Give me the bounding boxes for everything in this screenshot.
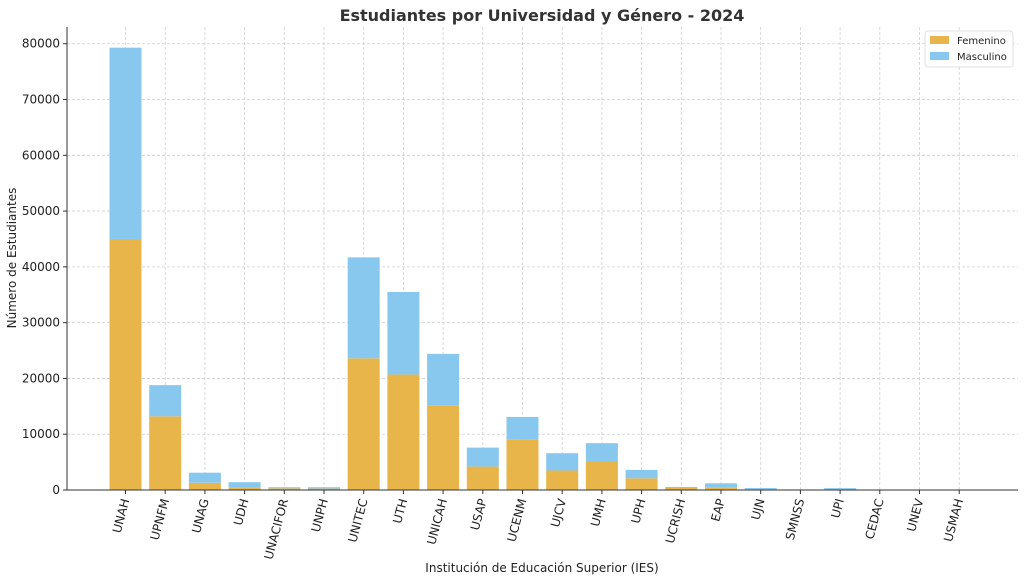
axes: [63, 27, 1018, 494]
bar-femenino-unitec: [347, 358, 380, 490]
chart-title: Estudiantes por Universidad y Género - 2…: [340, 6, 745, 25]
bar-masculino-udh: [228, 482, 261, 488]
bar-masculino-unah: [109, 47, 142, 239]
bar-femenino-ucrish: [665, 487, 698, 490]
y-tick-label: 30000: [22, 316, 60, 330]
bar-masculino-umh: [585, 443, 618, 461]
legend-swatch-femenino: [930, 36, 949, 44]
y-tick-label: 60000: [22, 148, 60, 162]
x-tick-label-cedac: CEDAC: [862, 497, 886, 541]
bar-femenino-usap: [466, 466, 499, 490]
bar-masculino-uph: [625, 469, 658, 479]
bar-femenino-uth: [387, 374, 420, 490]
legend-label-femenino: Femenino: [957, 36, 1006, 47]
bar-femenino-unah: [109, 238, 142, 490]
x-tick-label-smnss: SMNSS: [783, 497, 807, 541]
bar-masculino-ucrish: [665, 486, 698, 488]
y-tick-label: 0: [52, 483, 60, 497]
x-tick-label-unph: UNPH: [309, 497, 331, 533]
bar-masculino-unitec: [347, 257, 380, 359]
x-tick-label-unev: UNEV: [904, 496, 926, 533]
bar-masculino-upi: [824, 488, 857, 489]
legend-label-masculino: Masculino: [957, 52, 1007, 63]
legend: Femenino Masculino: [924, 30, 1014, 68]
y-tick-label: 40000: [22, 260, 60, 274]
bar-femenino-ucenm: [506, 439, 539, 490]
bar-masculino-eap: [705, 483, 737, 488]
x-tick-label-umh: UMH: [588, 497, 609, 528]
x-tick-label-upnfm: UPNFM: [148, 497, 172, 541]
x-tick-label-unitec: UNITEC: [346, 497, 371, 544]
bar-masculino-upnfm: [149, 385, 182, 417]
x-axis-label: Institución de Educación Superior (IES): [425, 561, 658, 575]
y-tick-label: 10000: [22, 427, 60, 441]
y-tick-label: 80000: [22, 37, 60, 51]
bar-masculino-ujn: [744, 488, 777, 490]
legend-swatch-masculino: [930, 52, 949, 60]
y-tick-label: 70000: [22, 93, 60, 107]
bar-femenino-upnfm: [149, 416, 182, 490]
x-tick-label-ujn: UJN: [749, 497, 768, 521]
x-tick-label-unacifor: UNACIFOR: [262, 497, 292, 561]
x-tick-label-upi: UPI: [828, 497, 847, 520]
bar-femenino-unacifor: [268, 488, 301, 490]
x-tick-label-udh: UDH: [231, 497, 252, 527]
bar-femenino-udh: [228, 487, 261, 490]
x-tick-label-unicah: UNICAH: [424, 497, 450, 546]
bar-masculino-unicah: [427, 353, 460, 406]
bar-masculino-unph: [308, 487, 340, 489]
bar-masculino-ucenm: [506, 416, 539, 440]
bar-femenino-umh: [585, 460, 618, 490]
x-tick-label-uph: UPH: [628, 497, 648, 525]
x-tick-label-usmah: USMAH: [941, 497, 966, 543]
x-tick-label-unah: UNAH: [110, 497, 133, 534]
y-axis-label: Número de Estudiantes: [5, 188, 19, 329]
x-tick-label-ujcv: UJCV: [548, 496, 569, 528]
y-tick-label: 20000: [22, 371, 60, 385]
x-tick-label-ucrish: UCRISH: [663, 497, 688, 545]
x-tick-label-eap: EAP: [708, 497, 727, 523]
bar-masculino-unag: [188, 472, 221, 483]
bar-femenino-upi: [824, 488, 857, 490]
bar-masculino-usap: [466, 447, 499, 467]
y-tick-label: 50000: [22, 204, 60, 218]
x-tick-label-ucenm: UCENM: [504, 497, 529, 543]
bars: [109, 47, 976, 490]
x-tick-label-uth: UTH: [390, 497, 410, 525]
bar-femenino-unicah: [427, 405, 460, 490]
bar-masculino-unacifor: [268, 487, 301, 489]
bar-femenino-unph: [308, 488, 340, 490]
bar-femenino-uph: [625, 478, 658, 490]
bar-masculino-ujcv: [546, 453, 579, 471]
bar-masculino-uth: [387, 291, 420, 375]
x-tick-label-unag: UNAG: [189, 497, 212, 534]
x-tick-label-usap: USAP: [468, 497, 490, 532]
bar-femenino-ujcv: [546, 470, 579, 490]
bar-femenino-unag: [188, 482, 221, 490]
bar-femenino-eap: [705, 487, 737, 490]
grid-lines: [67, 27, 1018, 490]
